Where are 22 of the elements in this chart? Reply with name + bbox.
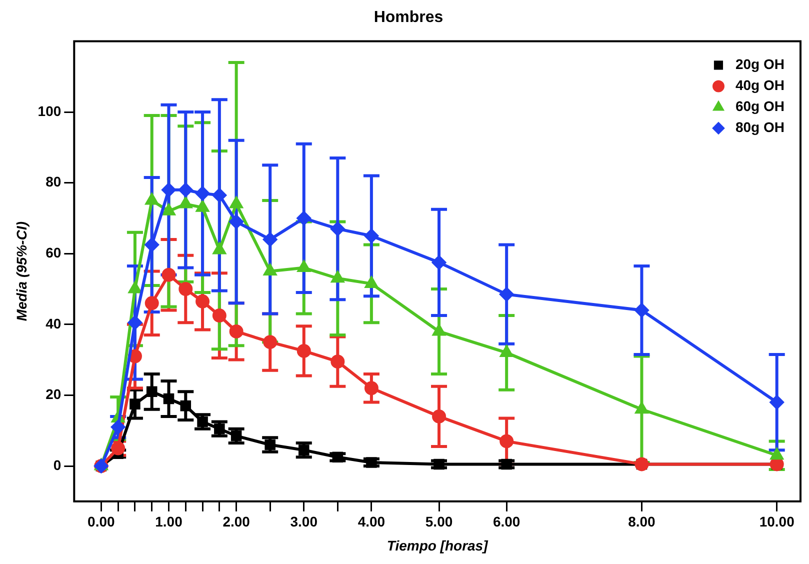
- y-tick-label: 80: [46, 174, 62, 190]
- x-tick-label: 6.00: [492, 514, 520, 530]
- y-axis-title: Media (95%-CI): [13, 221, 30, 322]
- legend-label: 80g OH: [735, 119, 784, 136]
- y-tick-label: 100: [38, 102, 62, 119]
- y-tick-label: 40: [46, 315, 62, 332]
- chart-title: Hombres: [374, 9, 444, 26]
- x-axis-title: Tiempo [horas]: [386, 537, 490, 554]
- x-tick-label: 4.00: [358, 514, 386, 530]
- y-tick-label: 60: [46, 244, 62, 260]
- x-tick-label: 3.00: [290, 514, 318, 530]
- x-tick-label: 0.00: [88, 514, 116, 530]
- x-tick-label: 1.00: [155, 514, 183, 530]
- x-tick-label: 2.00: [222, 514, 250, 530]
- legend-label: 40g OH: [735, 77, 784, 94]
- y-tick-label: 0: [53, 456, 62, 473]
- x-tick-label: 5.00: [425, 514, 453, 530]
- legend-label: 60g OH: [735, 98, 784, 114]
- legend-label: 20g OH: [735, 56, 784, 72]
- x-tick-label: 8.00: [628, 514, 656, 530]
- y-tick-label: 20: [46, 386, 62, 402]
- x-tick-label: 10.00: [759, 514, 795, 530]
